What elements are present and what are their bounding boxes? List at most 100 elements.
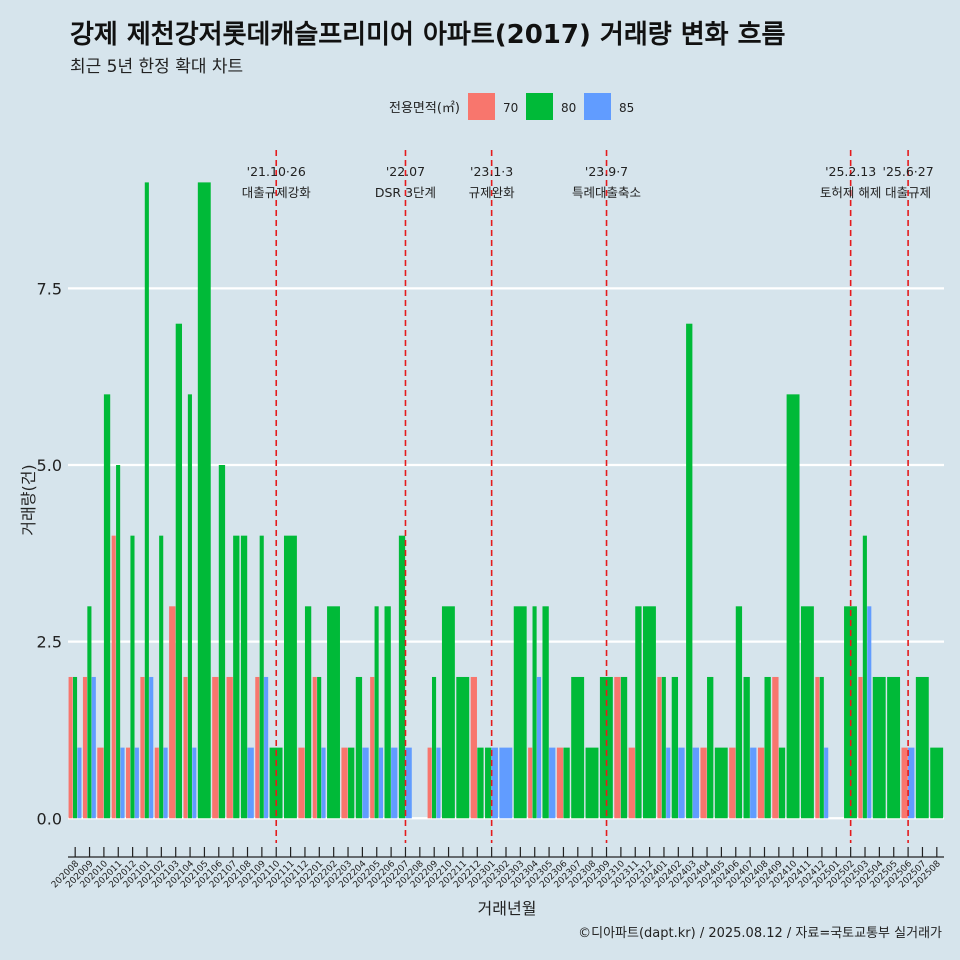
legend-label-85: 85 [619, 101, 634, 115]
bar-202107-80 [233, 535, 240, 819]
bar-202109-85 [264, 676, 269, 819]
legend-swatch-85 [584, 93, 611, 120]
bar-202209-85 [436, 747, 441, 819]
bar-202311-80 [635, 606, 642, 819]
bar-202202-80 [327, 606, 340, 819]
bar-202303-80 [513, 606, 527, 819]
bar-202104-80 [187, 394, 192, 819]
bar-202205-85 [378, 747, 384, 819]
bar-202503-80 [862, 535, 867, 819]
bar-202008-85 [77, 747, 82, 819]
bar-202402-85 [678, 747, 685, 819]
legend-swatch-70 [468, 93, 495, 120]
bar-202310-80 [620, 676, 628, 819]
bar-202301-80 [485, 747, 492, 819]
bar-202503-85 [867, 606, 872, 819]
event-label-2: 규제완화 [469, 185, 516, 200]
bar-202306-80 [563, 747, 570, 819]
bar-202012-85 [134, 747, 139, 819]
bar-202412-85 [824, 747, 829, 819]
bar-202011-85 [120, 747, 125, 819]
bar-202204-80 [355, 676, 363, 819]
bar-202205-70 [370, 676, 375, 819]
bar-202011-70 [111, 535, 116, 819]
bar-202401-80 [661, 676, 666, 819]
bar-202012-80 [130, 535, 135, 819]
bar-202008-70 [68, 676, 73, 819]
bar-202106-70 [212, 676, 219, 819]
legend-swatch-80 [526, 93, 553, 120]
bar-202108-80 [240, 535, 248, 819]
legend-title: 전용면적(㎡) [389, 101, 460, 116]
bars [68, 182, 944, 819]
event-label-3: 특례대출축소 [572, 185, 641, 200]
bar-202009-80 [87, 606, 92, 819]
bar-202407-80 [743, 676, 750, 819]
x-axis-label: 거래년월 [478, 899, 537, 918]
event-date-4: '25.2.13 [825, 164, 876, 179]
bar-202304-80 [532, 606, 537, 819]
bar-202212-70 [470, 676, 477, 819]
bar-202405-80 [714, 747, 728, 819]
y-tick-label-2: 5.0 [37, 456, 62, 475]
bar-202406-80 [735, 606, 743, 819]
bar-202305-80 [542, 606, 549, 819]
bar-202207-85 [405, 747, 412, 819]
event-date-2: '23.1·3 [470, 164, 513, 179]
event-date-0: '21.10·26 [247, 164, 306, 179]
event-label-5: 대출규제 [885, 185, 931, 200]
bar-202411-80 [800, 606, 814, 819]
y-tick-label-3: 7.5 [37, 279, 62, 298]
bar-202402-80 [671, 676, 679, 819]
y-axis-label: 거래량(건) [19, 464, 38, 535]
bar-202403-85 [692, 747, 699, 819]
chart-subtitle: 최근 5년 한정 확대 차트 [70, 57, 244, 77]
y-axis: 0.0 2.5 5.0 7.5 [37, 279, 62, 828]
bar-202107-70 [226, 676, 233, 819]
bar-202304-70 [528, 747, 533, 819]
bar-202101-70 [140, 676, 145, 819]
bar-202401-70 [657, 676, 662, 819]
source-caption: ©디아파트(dapt.kr) / 2025.08.12 / 자료=국토교통부 실… [578, 926, 942, 941]
y-tick-label-0: 0.0 [37, 809, 62, 828]
bar-202109-80 [259, 535, 264, 819]
bar-202211-80 [456, 676, 470, 819]
bar-202404-80 [707, 676, 714, 819]
bar-202412-70 [815, 676, 820, 819]
bar-202506-85 [908, 747, 915, 819]
bar-202009-85 [91, 676, 96, 819]
bar-202102-85 [163, 747, 168, 819]
legend: 전용면적(㎡) 70 80 85 [389, 93, 634, 120]
bar-202410-80 [786, 394, 800, 819]
bar-202201-80 [317, 676, 322, 819]
bar-202111-80 [283, 535, 297, 819]
event-label-1: DSR 3단계 [375, 185, 436, 200]
bar-202310-70 [614, 676, 621, 819]
bar-202407-85 [750, 747, 757, 819]
bar-202302-85 [499, 747, 513, 819]
bar-202311-70 [628, 747, 635, 819]
bar-202112-80 [304, 606, 312, 819]
bar-202212-80 [477, 747, 484, 819]
bar-202011-80 [116, 465, 121, 819]
bar-202306-70 [556, 747, 564, 819]
x-axis: 2020082020092020102020112020122021012021… [50, 847, 944, 890]
bar-202305-85 [549, 747, 556, 819]
event-label-0: 대출규제강화 [242, 185, 312, 200]
bar-202307-80 [571, 676, 585, 819]
bar-202308-80 [585, 747, 599, 819]
event-date-5: '25.6·27 [883, 164, 934, 179]
y-tick-label-1: 2.5 [37, 633, 62, 652]
bar-202204-85 [362, 747, 369, 819]
bar-202103-80 [175, 323, 183, 819]
bar-202412-80 [819, 676, 824, 819]
bar-202101-80 [144, 182, 149, 819]
bar-202201-70 [312, 676, 317, 819]
legend-label-70: 70 [503, 101, 518, 115]
bar-202401-85 [666, 747, 671, 819]
event-date-3: '23.9·7 [585, 164, 628, 179]
bar-202403-80 [686, 323, 693, 819]
bar-202012-70 [126, 747, 131, 819]
